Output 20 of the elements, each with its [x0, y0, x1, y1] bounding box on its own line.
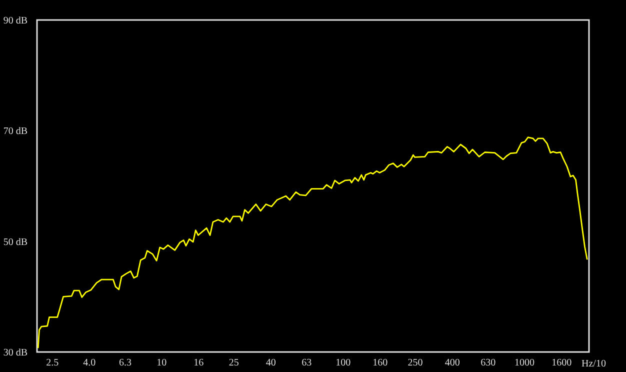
- x-axis-title: Hz/10: [582, 358, 606, 370]
- x-tick-label: 630: [480, 358, 496, 368]
- y-tick-label: 70 dB: [3, 126, 28, 138]
- x-tick-label: 16: [194, 358, 204, 368]
- x-tick-label: 100: [336, 358, 351, 368]
- x-tick-label: 4.0: [83, 358, 96, 368]
- x-tick-label: 63: [302, 358, 312, 368]
- y-tick-label: 90 dB: [3, 16, 28, 26]
- x-tick-label: 25: [228, 358, 239, 368]
- x-tick-label: 10: [156, 358, 167, 368]
- y-tick-label: 50 dB: [3, 236, 28, 248]
- x-tick-label: 400: [444, 358, 460, 368]
- y-tick-label: 30 dB: [3, 348, 28, 358]
- x-tick-label: 1600: [552, 358, 572, 368]
- x-tick-label: 6.3: [118, 358, 132, 368]
- x-tick-label: 40: [266, 358, 276, 368]
- x-tick-label: 250: [408, 358, 423, 368]
- x-tick-label: 1000: [514, 358, 535, 368]
- x-tick-label: 2.5: [46, 358, 59, 368]
- x-tick-label: 160: [372, 358, 388, 368]
